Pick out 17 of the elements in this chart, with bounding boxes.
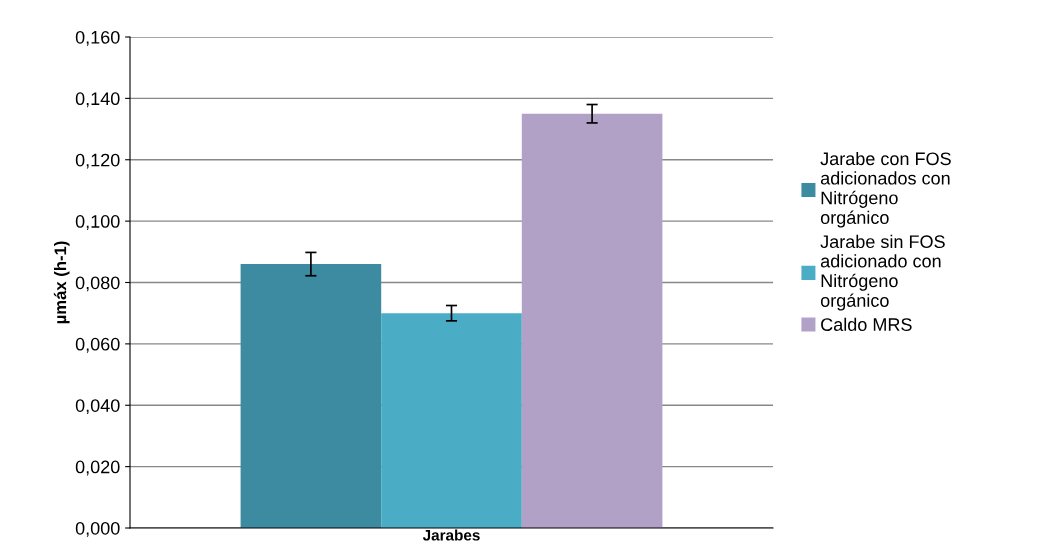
- legend-label: Jarabe sin FOS adicionado con Nitrógeno orgánico: [820, 234, 945, 311]
- y-tick-label: 0,140: [75, 92, 120, 108]
- y-axis-title: µmáx (h-1): [53, 241, 70, 324]
- x-tick-label: Jarabes: [422, 529, 480, 541]
- y-tick-label: 0,080: [75, 276, 120, 292]
- bar: [521, 113, 663, 528]
- y-tick-label: 0,040: [75, 399, 120, 415]
- y-tick-label: 0,160: [75, 30, 120, 46]
- y-tick-label: 0,100: [75, 215, 120, 230]
- y-tick-label: 0,060: [75, 337, 120, 353]
- legend-label: Jarabe con FOS adicionados con Nitrógeno orgánico: [820, 151, 951, 228]
- y-tick-label: 0,020: [75, 460, 120, 476]
- bar: [240, 264, 382, 528]
- y-tick-label: 0,120: [75, 153, 120, 169]
- y-tick-label: 0,000: [75, 521, 120, 537]
- bar: [381, 313, 522, 528]
- legend-label: Caldo MRS: [821, 317, 912, 331]
